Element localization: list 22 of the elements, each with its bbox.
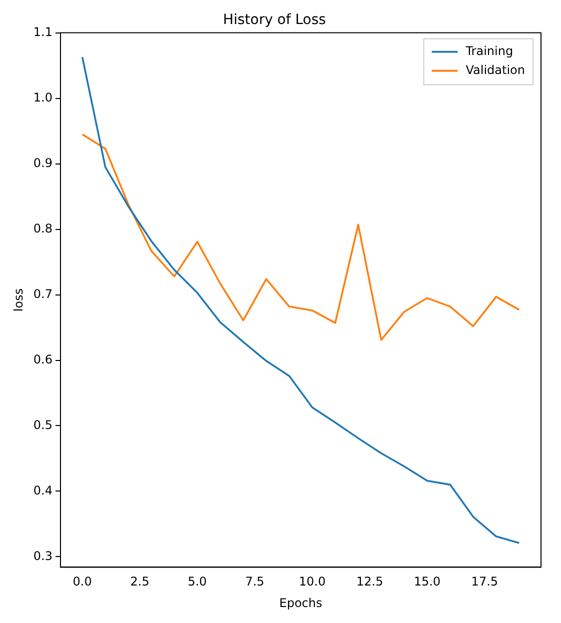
y-tick-label: 1.1 bbox=[33, 24, 52, 39]
x-tick-label: 17.5 bbox=[471, 574, 498, 589]
y-tick-label: 0.8 bbox=[33, 221, 52, 236]
x-tick-label: 2.5 bbox=[130, 574, 150, 589]
legend-label: Validation bbox=[466, 62, 526, 77]
y-tick-label: 0.6 bbox=[33, 352, 52, 366]
y-axis-title: loss bbox=[11, 288, 26, 312]
x-tick-label: 12.5 bbox=[356, 574, 384, 589]
y-tick-label: 0.9 bbox=[33, 156, 52, 170]
y-tick-label: 0.7 bbox=[33, 286, 52, 301]
x-tick-label: 15.0 bbox=[414, 574, 441, 589]
y-tick-label: 0.4 bbox=[33, 483, 52, 498]
y-tick-label: 1.0 bbox=[33, 90, 52, 104]
chart-title: History of Loss bbox=[223, 12, 326, 28]
y-tick-label: 0.3 bbox=[33, 548, 52, 563]
legend-label: Training bbox=[464, 44, 514, 58]
y-tick-label: 0.5 bbox=[33, 418, 52, 432]
x-axis-title: Epochs bbox=[279, 596, 322, 610]
x-tick-label: 5.0 bbox=[188, 574, 207, 589]
x-tick-label: 10.0 bbox=[298, 574, 326, 589]
x-tick-label: 0.0 bbox=[72, 574, 92, 589]
x-tick-label: 7.5 bbox=[245, 574, 264, 589]
